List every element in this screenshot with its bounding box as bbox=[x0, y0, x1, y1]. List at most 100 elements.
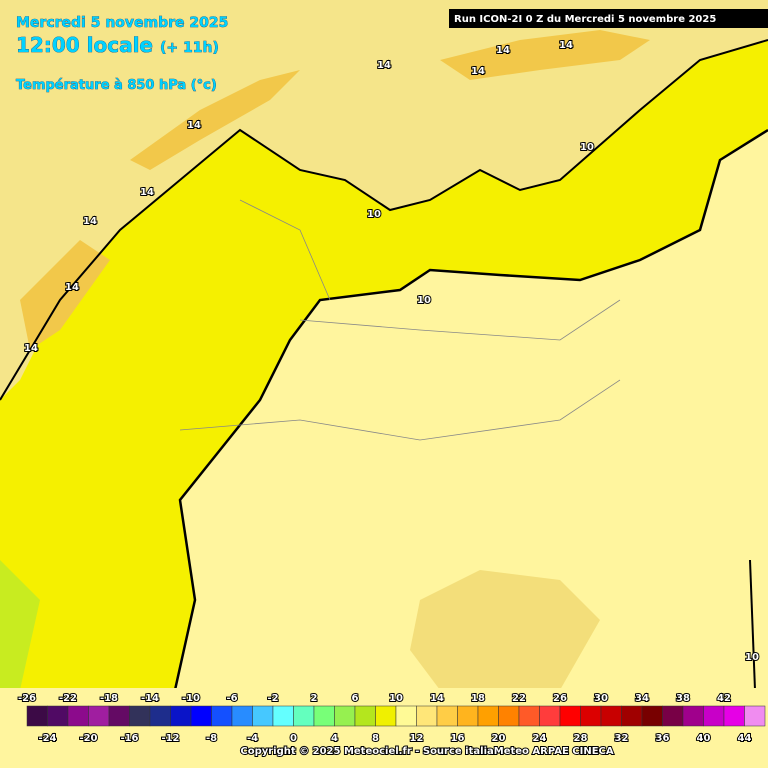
scale-swatch bbox=[539, 705, 561, 727]
scale-swatch bbox=[47, 705, 69, 727]
scale-swatch bbox=[252, 705, 274, 727]
border-line bbox=[179, 199, 621, 441]
scale-label: -14 bbox=[141, 693, 159, 704]
scale-label: 34 bbox=[635, 693, 649, 704]
contour-label: 14 bbox=[187, 120, 201, 131]
scale-label: 44 bbox=[738, 733, 752, 744]
contour-label: 14 bbox=[471, 66, 485, 77]
scale-label: 24 bbox=[533, 733, 547, 744]
contour-label: 14 bbox=[24, 343, 38, 354]
scale-swatch bbox=[88, 705, 110, 727]
scale-label: 4 bbox=[331, 733, 338, 744]
scale-swatch bbox=[498, 705, 520, 727]
scale-swatch bbox=[641, 705, 663, 727]
warm-patch bbox=[410, 570, 600, 690]
scale-label: -8 bbox=[206, 733, 217, 744]
isotherm-10 bbox=[173, 128, 768, 691]
scale-swatch bbox=[67, 705, 89, 727]
scale-label: 30 bbox=[594, 693, 608, 704]
contour-label: 14 bbox=[496, 45, 510, 56]
scale-label: 20 bbox=[492, 733, 506, 744]
scale-swatch bbox=[600, 705, 622, 727]
scale-swatch bbox=[231, 705, 253, 727]
scale-label: 38 bbox=[676, 693, 690, 704]
scale-swatch bbox=[190, 705, 212, 727]
contour-label: 10 bbox=[417, 295, 431, 306]
contour-label: 14 bbox=[140, 187, 154, 198]
legend-panel bbox=[0, 688, 768, 768]
scale-label: -6 bbox=[226, 693, 237, 704]
scale-swatch bbox=[723, 705, 745, 727]
scale-label: 28 bbox=[574, 733, 588, 744]
scale-swatch bbox=[559, 705, 581, 727]
isotherm-10 bbox=[749, 559, 756, 691]
scale-label: 22 bbox=[512, 693, 526, 704]
cold-region bbox=[0, 0, 768, 690]
scale-swatch bbox=[457, 705, 479, 727]
contour-label: 14 bbox=[559, 40, 573, 51]
scale-label: -18 bbox=[100, 693, 118, 704]
contour-label: 14 bbox=[377, 60, 391, 71]
warm-patch bbox=[20, 30, 650, 350]
scale-swatch bbox=[682, 705, 704, 727]
warm-highland bbox=[0, 0, 768, 400]
scale-label: 36 bbox=[656, 733, 670, 744]
scale-label: 16 bbox=[451, 733, 465, 744]
copyright: Copyright © 2025 Meteociel.fr - Source i… bbox=[240, 746, 614, 757]
scale-label: 32 bbox=[615, 733, 629, 744]
scale-label: -22 bbox=[59, 693, 77, 704]
contour-label: 10 bbox=[580, 142, 594, 153]
scale-label: 0 bbox=[290, 733, 297, 744]
scale-label: -26 bbox=[18, 693, 36, 704]
scale-label: 6 bbox=[352, 693, 359, 704]
scale-label: -10 bbox=[182, 693, 200, 704]
isotherm-10 bbox=[0, 39, 768, 401]
scale-swatch bbox=[703, 705, 725, 727]
scale-swatch bbox=[744, 705, 766, 727]
scale-swatch bbox=[129, 705, 151, 727]
contour-label: 14 bbox=[83, 216, 97, 227]
scale-swatch bbox=[272, 705, 294, 727]
run-banner bbox=[449, 9, 768, 28]
offset: (+ 11h) bbox=[160, 40, 219, 56]
scale-swatch bbox=[108, 705, 130, 727]
scale-swatch bbox=[334, 705, 356, 727]
scale-swatch bbox=[580, 705, 602, 727]
scale-swatch bbox=[293, 705, 315, 727]
scale-swatch bbox=[416, 705, 438, 727]
scale-label: 8 bbox=[372, 733, 379, 744]
scale-swatch bbox=[354, 705, 376, 727]
contour-label: 10 bbox=[745, 652, 759, 663]
scale-label: 42 bbox=[717, 693, 731, 704]
green-patch bbox=[0, 560, 40, 690]
scale-swatch bbox=[375, 705, 397, 727]
scale-label: 12 bbox=[410, 733, 424, 744]
scale-label: 2 bbox=[311, 693, 318, 704]
scale-swatch bbox=[662, 705, 684, 727]
scale-label: 18 bbox=[471, 693, 485, 704]
time-title: 12:00 locale bbox=[16, 33, 153, 57]
contour-label: 14 bbox=[65, 282, 79, 293]
scale-label: 14 bbox=[430, 693, 444, 704]
scale-swatch bbox=[211, 705, 233, 727]
scale-label: -24 bbox=[38, 733, 56, 744]
scale-label: -20 bbox=[79, 733, 97, 744]
scale-label: -12 bbox=[161, 733, 179, 744]
scale-swatch bbox=[477, 705, 499, 727]
scale-label: 10 bbox=[389, 693, 403, 704]
scale-label: -2 bbox=[267, 693, 278, 704]
scale-label: 26 bbox=[553, 693, 567, 704]
scale-label: 40 bbox=[697, 733, 711, 744]
scale-swatch bbox=[621, 705, 643, 727]
parameter: Température à 850 hPa (°c) bbox=[16, 78, 217, 93]
run-info: Run ICON-2I 0 Z du Mercredi 5 novembre 2… bbox=[454, 14, 716, 25]
scale-swatch bbox=[313, 705, 335, 727]
scale-swatch bbox=[149, 705, 171, 727]
scale-swatch bbox=[518, 705, 540, 727]
scale-swatch bbox=[26, 705, 48, 727]
contour-label: 10 bbox=[367, 209, 381, 220]
scale-label: -4 bbox=[247, 733, 258, 744]
date-title: Mercredi 5 novembre 2025 bbox=[16, 15, 228, 31]
scale-label: -16 bbox=[120, 733, 138, 744]
